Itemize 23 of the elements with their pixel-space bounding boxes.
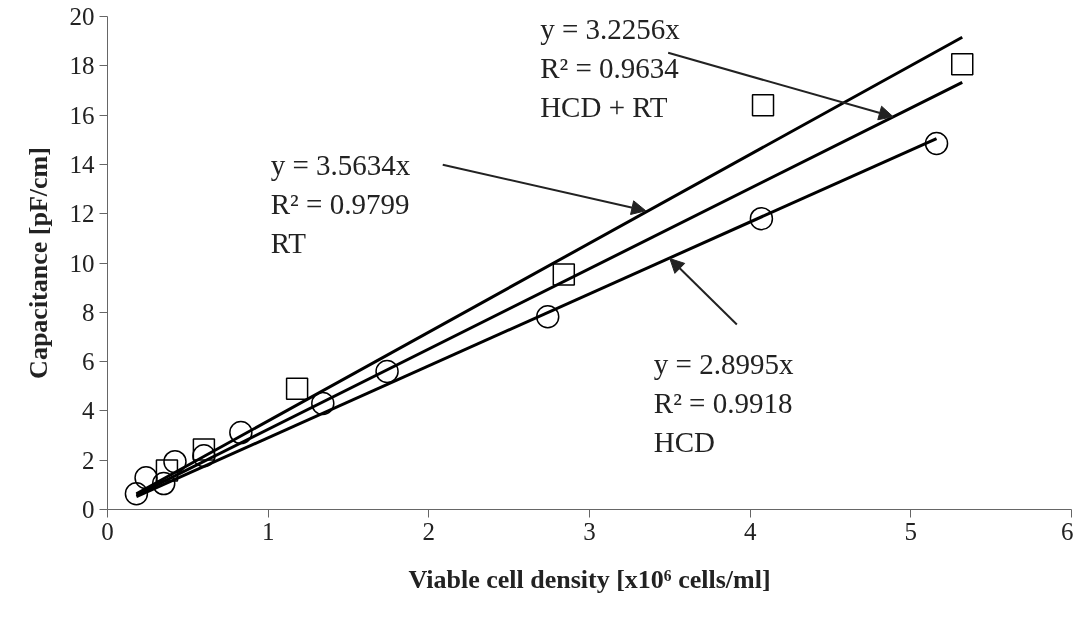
y-tick-label: 6 xyxy=(82,348,95,376)
x-tick-label: 4 xyxy=(743,517,757,545)
x-tick-label: 5 xyxy=(904,517,918,545)
x-axis-title: Viable cell density [x10⁶ cells/ml] xyxy=(408,564,771,594)
y-tick-label: 2 xyxy=(82,446,95,474)
x-tick-label: 1 xyxy=(261,517,275,545)
x-tick-label: 2 xyxy=(422,517,436,545)
y-axis-title: Capacitance [pF/cm] xyxy=(23,147,53,379)
annotation: y = 3.5634x R² = 0.9799 RT xyxy=(270,148,411,259)
y-tick-label: 14 xyxy=(69,150,95,178)
annotation: y = 2.8995x R² = 0.9918 HCD xyxy=(653,347,794,458)
y-tick-label: 12 xyxy=(69,200,95,228)
y-tick-label: 0 xyxy=(82,496,95,523)
x-tick-label: 6 xyxy=(1061,517,1073,545)
y-tick-label: 20 xyxy=(69,3,95,30)
x-tick-label: 3 xyxy=(583,517,596,545)
y-tick-label: 10 xyxy=(69,249,95,277)
y-tick-label: 4 xyxy=(82,397,95,425)
y-tick-label: 18 xyxy=(69,52,95,80)
annotation: y = 3.2256x R² = 0.9634 HCD + RT xyxy=(540,12,681,123)
y-tick-label: 8 xyxy=(82,298,95,326)
x-tick-label: 0 xyxy=(101,517,114,545)
y-tick-label: 16 xyxy=(69,101,95,129)
